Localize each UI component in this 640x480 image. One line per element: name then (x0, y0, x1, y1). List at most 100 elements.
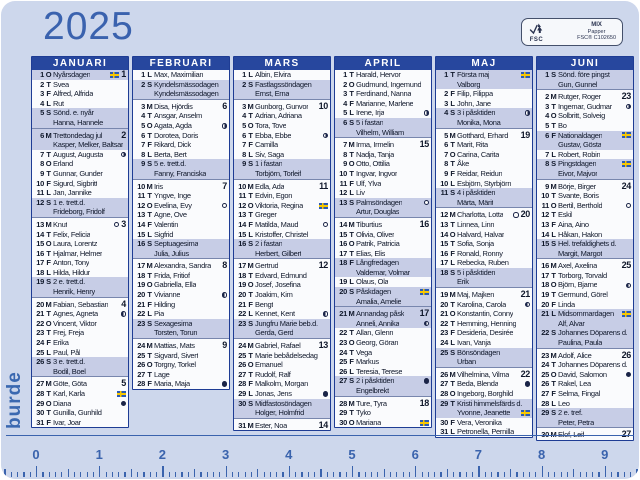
day-number: 10 (137, 181, 145, 191)
weekday-letter: T (248, 290, 253, 300)
ruler-tick (623, 472, 625, 477)
name-day-text: Ronald, Ronny (457, 248, 503, 258)
day-row: 28 F Maria, Maja (133, 379, 229, 389)
weekday-letter: T (551, 210, 556, 220)
weekday-letter: O (348, 239, 355, 249)
day-number: 24 (36, 338, 44, 348)
weekday-letter: O (45, 159, 52, 169)
weekday-letter: F (450, 89, 455, 99)
ruler-tick (67, 469, 69, 477)
day-number: 8 (141, 149, 145, 159)
weekday-letter: S (46, 108, 51, 118)
name-day-text: Olaus, Ola (356, 277, 389, 287)
month-header: MAJ (436, 57, 532, 70)
day-row: 24 L Ivan, Vanja (436, 338, 532, 348)
day-number: 7 (545, 149, 549, 159)
weekday-letter: T (46, 149, 51, 159)
name-day-text-2: Gustav, Gösta (558, 140, 602, 150)
day-number: 15 (541, 239, 549, 249)
fsc-mix: MIX (591, 22, 602, 29)
swedish-flag-icon (420, 419, 429, 426)
name-day-text: Jan, Jannike (53, 188, 92, 198)
day-symbols (422, 320, 429, 327)
day-number: 25 (541, 369, 549, 379)
name-day-text-2: Fanny, Franciska (154, 168, 207, 178)
weekday-letter: L (551, 398, 556, 408)
weekday-letter: L (248, 389, 253, 398)
day-row: 2 T Svea (32, 80, 128, 90)
day-number: 7 (40, 149, 44, 159)
day-number: 22 (137, 309, 145, 319)
day-symbols: 2 (119, 131, 126, 141)
ruler-tick (370, 472, 373, 477)
ruler-tick (453, 472, 455, 477)
day-row: 21 T Agnes, Agneta (32, 309, 128, 319)
ruler-tick (604, 466, 606, 477)
name-day-text: Axel, Axelina (558, 261, 598, 271)
day-number: 25 (440, 347, 448, 357)
ruler-tick (73, 472, 76, 477)
name-day-text-2: Ernst, Erna (255, 89, 290, 99)
swedish-flag-icon (319, 202, 328, 209)
day-number: 29 (339, 408, 347, 418)
day-row: 8 L Berta, Bert (133, 150, 229, 160)
weekday-letter: M (146, 261, 153, 271)
ruler-tick (421, 472, 423, 477)
day-number: 13 (541, 219, 549, 229)
moon-new-icon (221, 381, 227, 387)
weekday-letter: O (550, 111, 557, 121)
day-row: 4 F Marianne, Marlene (335, 99, 431, 109)
day-symbols: 27 (620, 430, 632, 440)
weekday-letter: T (46, 168, 51, 178)
name-day-text: Vivianne (154, 290, 181, 300)
name-day-text-2: Hanna, Hannele (53, 117, 104, 127)
name-day-text: Halvard, Halvar (457, 229, 505, 239)
day-number: 8 (545, 159, 549, 169)
weekday-letter: T (551, 379, 556, 389)
day-row: 21 F Bengt (234, 300, 330, 310)
weekday-letter: F (147, 140, 152, 150)
day-row: 27 T Rudolf, Ralf (234, 370, 330, 380)
day-row: 11 T Edvin, Egon (234, 191, 330, 201)
day-row: 8 T Nadja, Tanja (335, 150, 431, 160)
ruler-tick (617, 472, 619, 477)
weekday-letter: F (450, 248, 455, 258)
name-day-text: Ivan, Vanja (457, 338, 491, 348)
ruler-tick (446, 469, 448, 477)
day-row: 5 M Gotthard, Erhard 19 (436, 127, 532, 141)
moon-q3-icon (625, 282, 631, 289)
name-day-text: Elof, Leif (558, 430, 585, 440)
ruler-tick (86, 472, 88, 477)
weekday-letter: L (349, 188, 354, 198)
weekday-letter: S (349, 376, 354, 386)
name-day-text: Frida, Fritiof (154, 270, 190, 280)
ruler-tick (598, 472, 600, 477)
fsc-tree-icon (529, 23, 543, 34)
day-number: 27 (238, 369, 246, 379)
week-number: 18 (419, 398, 430, 408)
ruler-tick (80, 472, 82, 477)
weekday-letter: M (348, 219, 355, 229)
day-symbols (418, 288, 429, 295)
ruler-tick (314, 472, 316, 477)
name-day-text: Josef, Josefina (255, 280, 301, 290)
ruler-number: 1 (95, 447, 103, 462)
moon-full-icon (322, 221, 328, 228)
name-day-text: Edvin, Egon (255, 191, 293, 201)
day-number: 4 (141, 111, 145, 121)
weekday-letter: T (147, 130, 152, 140)
weekday-letter: T (46, 309, 51, 319)
day-number: 23 (339, 338, 347, 348)
weekday-letter: T (46, 229, 51, 239)
month-column-maj: MAJ 1 T Första maj Valborg 2 F Filip, Filippa 3 L… (435, 56, 533, 438)
name-day-text: Linda (558, 299, 575, 309)
weekday-letter: T (349, 149, 354, 159)
weekday-letter: T (147, 191, 152, 201)
name-day-text-2: Vilhelm, William (356, 127, 404, 137)
month-header: APRIL (335, 57, 431, 70)
name-day-text: Börje, Birger (558, 181, 596, 191)
day-number: 9 (242, 159, 246, 169)
weekday-letter: F (450, 168, 455, 178)
weekday-letter: T (46, 79, 51, 89)
day-number: 9 (141, 159, 145, 169)
